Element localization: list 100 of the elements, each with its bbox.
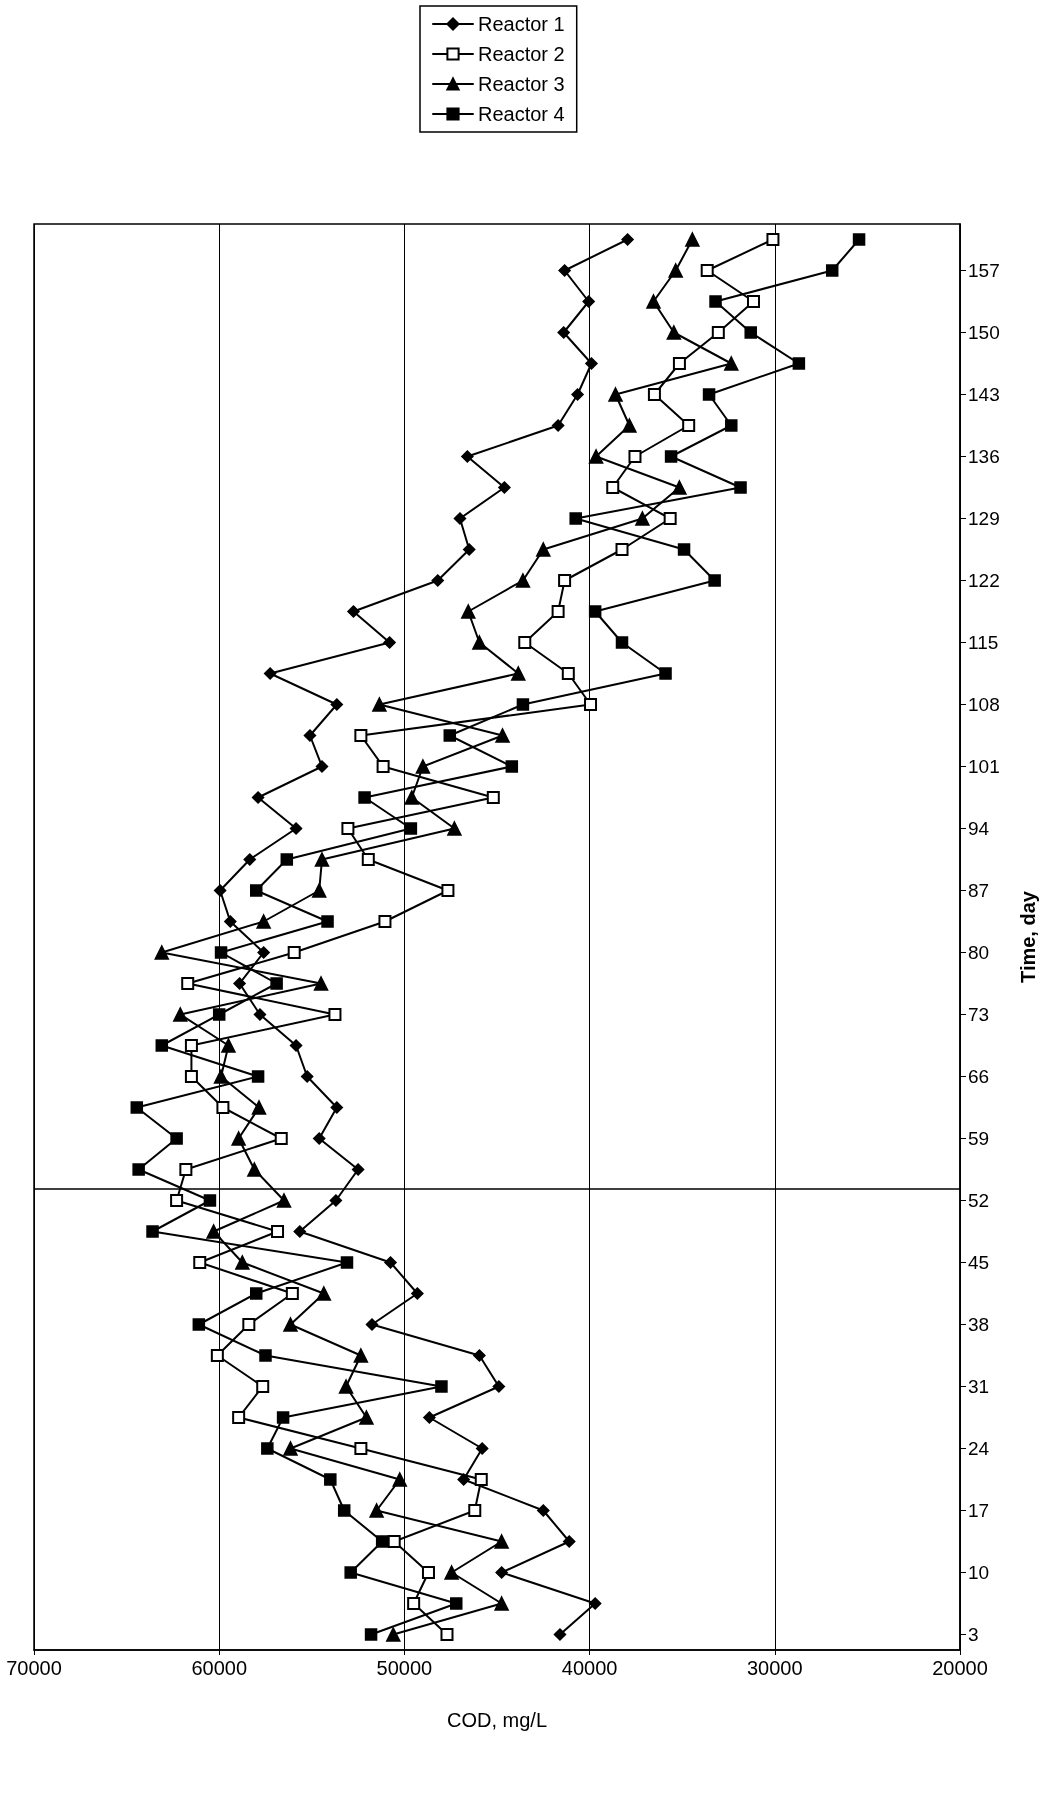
point [492, 1380, 506, 1393]
point [515, 573, 531, 588]
point [340, 1256, 354, 1269]
point [558, 264, 571, 277]
y-tick-label: 45 [968, 1252, 990, 1273]
x-tick-label: 60000 [191, 1657, 248, 1679]
point [702, 388, 716, 401]
point [407, 1597, 421, 1610]
point [224, 915, 237, 928]
point [358, 791, 371, 804]
point [179, 1163, 193, 1176]
y-tick-label: 129 [968, 508, 1000, 529]
point [384, 1256, 397, 1269]
point [214, 946, 228, 959]
point [664, 450, 678, 463]
point [315, 760, 329, 773]
y-tick-label: 66 [968, 1066, 990, 1087]
point [392, 1472, 408, 1487]
point [313, 976, 329, 991]
point [672, 480, 687, 495]
point [347, 605, 360, 618]
legend-label: Reactor 4 [478, 103, 565, 125]
x-tick-label: 20000 [932, 1657, 988, 1679]
point [289, 1039, 303, 1052]
point [324, 1473, 337, 1486]
point [312, 1132, 326, 1145]
point [744, 326, 757, 339]
point [468, 1504, 482, 1517]
point [685, 232, 700, 247]
point [516, 698, 530, 711]
point [494, 1596, 509, 1611]
point [441, 884, 455, 897]
point [561, 667, 575, 680]
point [256, 1380, 270, 1393]
legend-label: Reactor 2 [478, 43, 565, 65]
y-tick-label: 17 [968, 1500, 990, 1521]
point [231, 1131, 246, 1146]
point [344, 1566, 357, 1579]
legend-label: Reactor 1 [478, 13, 565, 35]
point [369, 1503, 384, 1518]
point [562, 1535, 576, 1548]
point [615, 543, 629, 556]
point [440, 1628, 454, 1641]
point [551, 605, 565, 618]
point [259, 1349, 272, 1362]
point [461, 450, 474, 463]
point [338, 1379, 354, 1394]
point [472, 635, 487, 650]
point [518, 636, 532, 649]
point [249, 1287, 263, 1300]
y-tick-label: 87 [968, 880, 990, 901]
point [372, 697, 387, 712]
point [271, 1225, 285, 1238]
y-axis-title: Time, day [1017, 890, 1039, 983]
point [495, 728, 510, 743]
point [354, 729, 368, 742]
point [170, 1194, 184, 1207]
x-tick-label: 50000 [376, 1657, 433, 1679]
point [132, 1163, 145, 1176]
point [588, 1597, 602, 1610]
y-tick-label: 108 [968, 694, 1000, 715]
point [341, 822, 355, 835]
point [663, 512, 677, 525]
point [588, 605, 602, 618]
point [475, 1442, 489, 1455]
point [365, 1318, 379, 1331]
y-tick-label: 80 [968, 942, 990, 963]
point [447, 821, 462, 836]
point [274, 1132, 288, 1145]
point [270, 977, 283, 990]
point [708, 574, 721, 587]
point [571, 388, 584, 401]
point [263, 667, 277, 680]
point [668, 263, 683, 278]
point [283, 1441, 298, 1456]
point [558, 574, 572, 587]
point [375, 1535, 389, 1548]
point [608, 387, 623, 402]
y-tick-label: 31 [968, 1376, 990, 1397]
point [233, 977, 246, 990]
y-tick-label: 52 [968, 1190, 990, 1211]
y-tick-label: 24 [968, 1438, 990, 1459]
point [677, 543, 691, 556]
x-tick-label: 30000 [746, 1657, 803, 1679]
point [213, 884, 227, 897]
point [659, 667, 672, 680]
point [181, 977, 195, 990]
point [337, 1504, 351, 1517]
y-tick-label: 10 [968, 1562, 990, 1583]
point [330, 698, 344, 711]
point [557, 326, 570, 339]
point [192, 1318, 206, 1331]
point [421, 1566, 435, 1579]
point [376, 760, 390, 773]
point [628, 450, 642, 463]
point [359, 1410, 374, 1425]
point [251, 791, 265, 804]
point [582, 295, 595, 308]
point [709, 295, 722, 308]
point [287, 946, 301, 959]
